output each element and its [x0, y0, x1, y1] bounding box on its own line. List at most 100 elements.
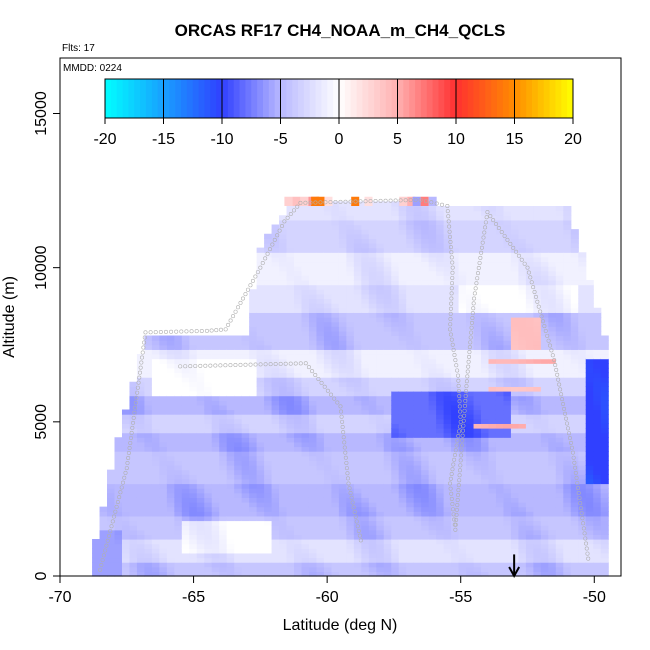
heatmap-cell: [548, 391, 557, 397]
heatmap-cell: [121, 414, 131, 420]
heatmap-cell: [451, 349, 460, 355]
heatmap-cell: [338, 340, 347, 346]
heatmap-cell: [308, 562, 318, 568]
heatmap-cell: [525, 275, 534, 281]
heatmap-cell: [503, 349, 512, 355]
heatmap-cell: [346, 377, 355, 383]
heatmap-cell: [338, 506, 347, 512]
heatmap-cell: [436, 377, 445, 383]
heatmap-cell: [398, 409, 407, 415]
heatmap-cell: [271, 511, 280, 517]
heatmap-cell: [413, 330, 422, 337]
heatmap-cell: [383, 270, 392, 276]
heatmap-cell: [159, 455, 168, 461]
heatmap-cell: [301, 409, 310, 415]
heatmap-cell: [593, 312, 602, 318]
heatmap-cell: [585, 460, 594, 466]
heatmap-cell: [466, 293, 475, 300]
heatmap-cell: [361, 340, 370, 346]
heatmap-cell: [264, 451, 273, 457]
heatmap-cell: [308, 266, 318, 272]
heatmap-cell: [308, 321, 318, 327]
heatmap-cell: [383, 455, 392, 461]
heatmap-cell: [518, 502, 527, 508]
heatmap-cell: [301, 284, 310, 290]
heatmap-cell: [578, 312, 587, 318]
heatmap-cell: [413, 539, 422, 545]
heatmap-cell: [256, 432, 265, 438]
heatmap-cell: [593, 414, 602, 420]
heatmap-cell: [353, 395, 362, 401]
heatmap-cell: [533, 340, 542, 346]
heatmap-cell: [346, 418, 355, 424]
heatmap-cell: [428, 469, 437, 475]
heatmap-cell: [226, 557, 235, 563]
heatmap-cell: [286, 446, 295, 452]
heatmap-cell: [548, 483, 557, 489]
heatmap-cell: [600, 525, 609, 531]
heatmap-cell: [301, 515, 310, 522]
heatmap-cell: [316, 252, 325, 258]
heatmap-cell: [518, 529, 527, 535]
heatmap-cell: [166, 488, 175, 494]
heatmap-cell: [256, 289, 265, 295]
heatmap-cell: [481, 363, 490, 369]
heatmap-cell: [204, 525, 213, 531]
heatmap-cell: [308, 303, 318, 309]
track-point: [258, 265, 263, 270]
heatmap-cell: [144, 428, 153, 434]
heatmap-cell: [383, 367, 392, 374]
heatmap-cell: [136, 381, 146, 387]
heatmap-cell: [428, 275, 437, 281]
heatmap-cell: [301, 506, 310, 512]
heatmap-cell: [308, 307, 318, 313]
heatmap-cell: [555, 469, 564, 475]
heatmap-cell: [398, 492, 407, 498]
heatmap-cell: [301, 307, 310, 313]
heatmap-cell: [466, 372, 475, 378]
heatmap-cell: [421, 330, 430, 337]
heatmap-cell: [234, 562, 243, 568]
heatmap-cell: [338, 557, 347, 563]
heatmap-cell: [196, 437, 205, 443]
heatmap-cell: [548, 344, 557, 350]
heatmap-cell: [166, 483, 175, 489]
heatmap-cell: [578, 372, 587, 378]
heatmap-cell: [219, 483, 228, 489]
heatmap-cell: [204, 340, 213, 346]
heatmap-cell: [368, 206, 377, 212]
heatmap-cell: [211, 386, 220, 392]
heatmap-cell: [398, 566, 407, 572]
heatmap-cell: [316, 298, 325, 304]
heatmap-cell: [286, 571, 295, 577]
heatmap-cell: [211, 483, 220, 489]
heatmap-cell: [376, 511, 385, 517]
heatmap-cell: [121, 539, 131, 545]
heatmap-cell: [249, 474, 258, 480]
heatmap-cell: [346, 529, 355, 535]
heatmap-cell: [413, 229, 422, 235]
heatmap-cell: [570, 395, 579, 401]
track-point: [471, 301, 476, 306]
track-point: [460, 433, 465, 438]
heatmap-cell: [383, 492, 392, 498]
heatmap-cell: [406, 520, 415, 526]
heatmap-cell: [249, 460, 258, 466]
heatmap-cell: [264, 317, 273, 323]
heatmap-cell: [451, 312, 460, 318]
heatmap-cell: [406, 372, 415, 378]
heatmap-cell: [346, 293, 355, 300]
heatmap-cell: [353, 539, 362, 545]
heatmap-cell: [249, 326, 258, 332]
heatmap-cell: [346, 506, 355, 512]
heatmap-cell: [533, 395, 542, 401]
heatmap-cell: [421, 502, 430, 508]
heatmap-cell: [466, 312, 475, 318]
heatmap-cell: [563, 460, 572, 466]
heatmap-cell: [144, 455, 153, 461]
heatmap-cell: [600, 497, 609, 503]
heatmap-cell: [510, 317, 520, 323]
heatmap-cell: [368, 469, 377, 475]
heatmap-cell: [316, 233, 325, 239]
heatmap-cell: [144, 451, 153, 457]
